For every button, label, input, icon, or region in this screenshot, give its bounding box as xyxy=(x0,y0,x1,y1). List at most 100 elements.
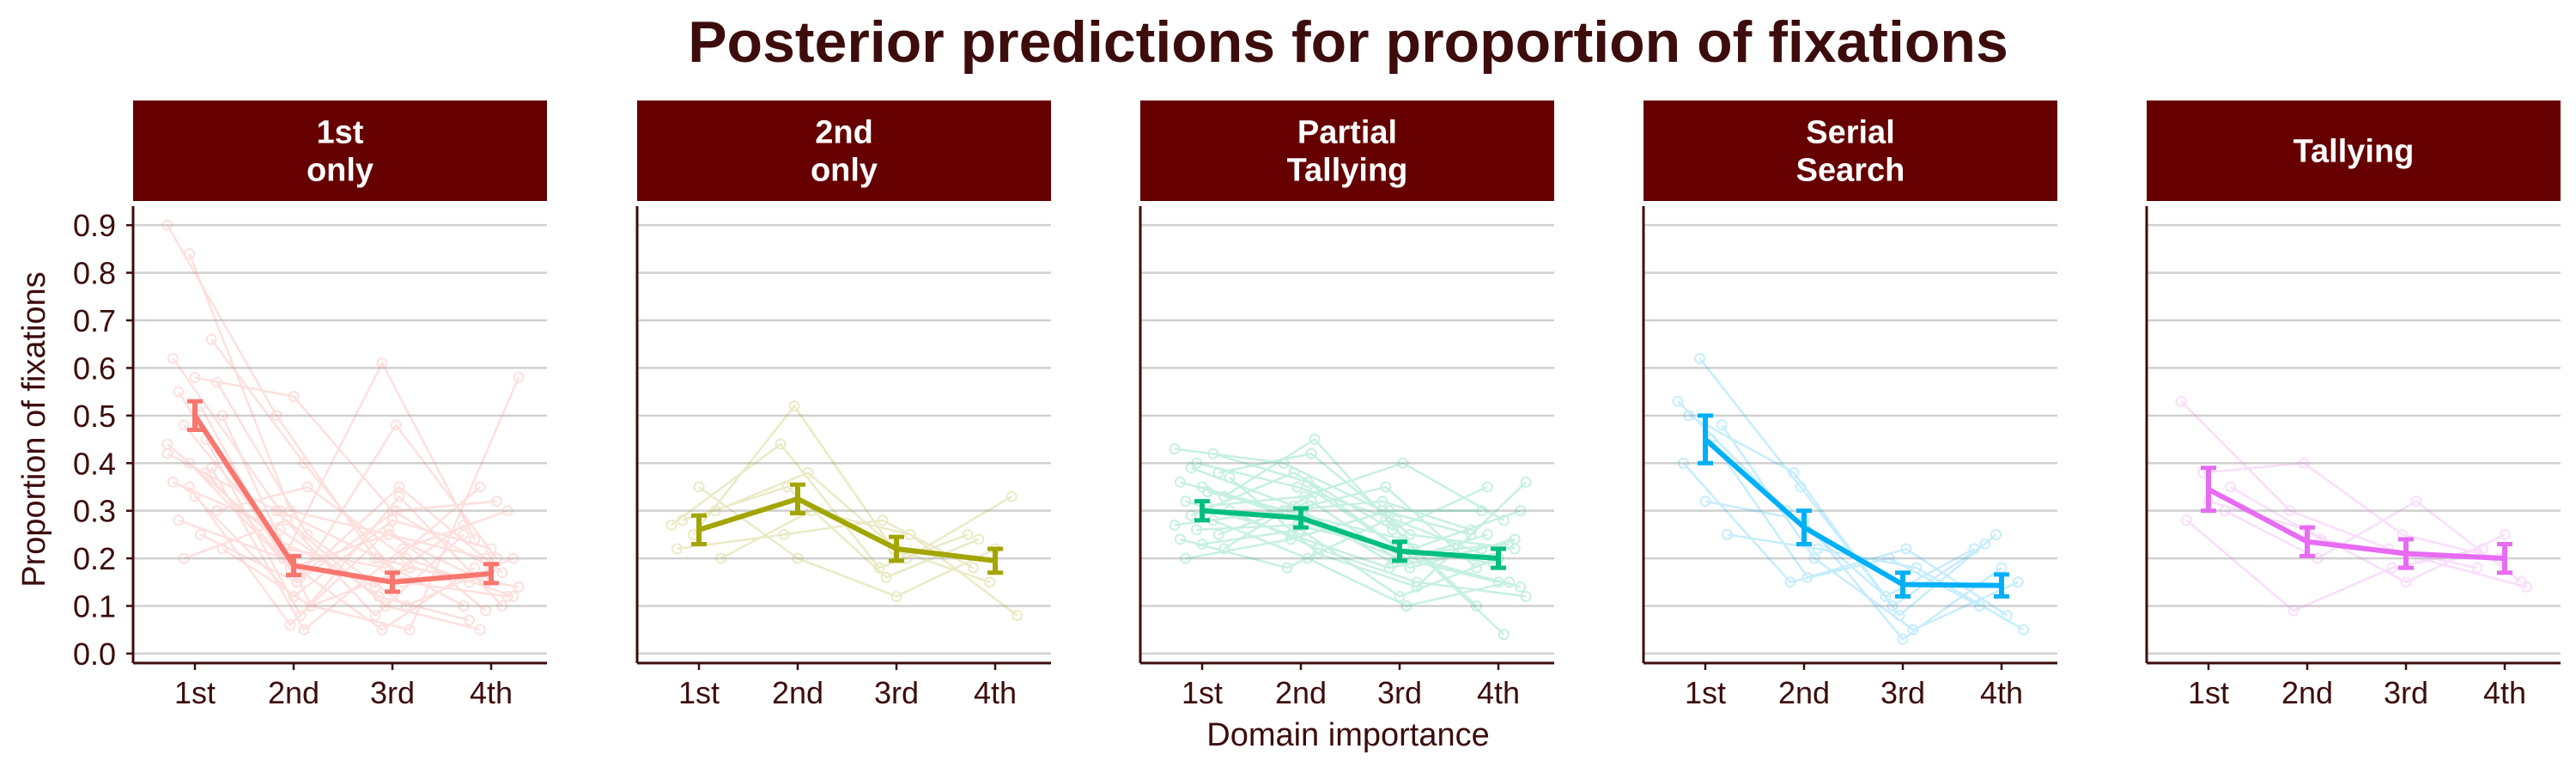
individual-point xyxy=(2499,528,2511,540)
individual-point xyxy=(1404,562,1416,574)
facet-strip-label: Tallying xyxy=(1287,153,1408,189)
individual-point xyxy=(390,505,402,517)
individual-series-group xyxy=(161,219,525,636)
x-tick-label: 2nd xyxy=(2281,675,2333,710)
individual-point xyxy=(507,590,519,602)
individual-point xyxy=(2219,505,2231,517)
individual-line xyxy=(194,496,492,599)
individual-point xyxy=(1288,466,1300,478)
individual-point xyxy=(485,543,497,555)
individual-point xyxy=(1383,562,1395,574)
individual-point xyxy=(386,505,398,517)
individual-point xyxy=(1411,576,1423,588)
individual-point xyxy=(1312,548,1324,560)
individual-line xyxy=(178,519,476,631)
individual-point xyxy=(383,528,395,540)
individual-point xyxy=(1180,552,1192,564)
individual-point xyxy=(270,410,283,422)
individual-point xyxy=(1795,481,1807,493)
x-tick-label: 1st xyxy=(2188,675,2229,710)
individual-point xyxy=(1400,600,1413,612)
individual-line xyxy=(698,485,996,598)
individual-point xyxy=(1481,481,1493,493)
individual-point xyxy=(1672,395,1684,407)
individual-line xyxy=(1721,424,2019,631)
y-tick-label: 0.3 xyxy=(73,494,116,529)
individual-line xyxy=(221,377,520,631)
individual-point xyxy=(184,481,196,493)
individual-point xyxy=(373,590,385,602)
y-tick-label: 0.4 xyxy=(73,446,116,481)
individual-point xyxy=(393,490,405,502)
individual-point xyxy=(1218,490,1230,502)
x-tick-label: 1st xyxy=(174,675,216,710)
individual-point xyxy=(1520,590,1532,602)
individual-point xyxy=(400,552,412,564)
individual-point xyxy=(189,490,201,502)
facet-panel-5: Tallying 1st 2nd 3rd 4th xyxy=(2145,100,2561,710)
individual-point xyxy=(778,528,790,540)
individual-line xyxy=(1185,500,1483,569)
individual-point xyxy=(501,505,513,517)
individual-point xyxy=(1212,466,1224,478)
individual-point xyxy=(513,372,525,383)
individual-point xyxy=(274,524,286,536)
individual-point xyxy=(1677,457,1689,469)
individual-point xyxy=(305,600,317,612)
individual-point xyxy=(1812,543,1824,555)
individual-series-group xyxy=(1169,434,1532,641)
individual-point xyxy=(1716,419,1728,431)
individual-point xyxy=(1312,543,1324,555)
individual-line xyxy=(692,404,991,583)
individual-point xyxy=(1387,557,1399,569)
individual-point xyxy=(984,576,996,588)
individual-line xyxy=(183,519,481,631)
individual-point xyxy=(376,357,388,369)
individual-point xyxy=(1285,528,1297,540)
x-tick-label: 3rd xyxy=(370,675,415,710)
individual-line xyxy=(1180,519,1478,607)
individual-point xyxy=(458,519,470,531)
individual-point xyxy=(474,481,486,493)
individual-point xyxy=(1185,462,1197,474)
individual-point xyxy=(474,624,486,636)
y-tick-label: 0.5 xyxy=(73,399,116,434)
individual-point xyxy=(513,581,525,593)
individual-point xyxy=(1470,562,1482,574)
individual-point xyxy=(161,219,173,231)
x-tick-label: 3rd xyxy=(1880,675,1925,710)
x-tick-label: 2nd xyxy=(1275,675,1327,710)
individual-point xyxy=(715,552,727,564)
individual-line xyxy=(1688,414,1986,608)
individual-line xyxy=(1174,447,1472,536)
individual-line xyxy=(167,453,465,618)
x-tick-label: 4th xyxy=(1980,675,2023,710)
individual-point xyxy=(178,419,190,431)
individual-point xyxy=(962,528,974,540)
individual-point xyxy=(1990,528,2002,540)
individual-point xyxy=(383,528,395,540)
individual-point xyxy=(1515,505,1527,517)
individual-point xyxy=(380,600,392,612)
y-tick-label: 0.1 xyxy=(73,589,116,624)
individual-point xyxy=(1498,629,1510,641)
individual-line xyxy=(194,376,492,569)
x-tick-label: 4th xyxy=(2483,675,2526,710)
y-tick-label: 0.2 xyxy=(73,541,116,576)
individual-point xyxy=(376,624,388,636)
individual-point xyxy=(1212,528,1224,540)
individual-line xyxy=(172,357,470,584)
individual-point xyxy=(1504,538,1516,550)
individual-point xyxy=(291,576,303,588)
individual-point xyxy=(1968,543,1980,555)
individual-line xyxy=(2185,519,2483,612)
x-tick-label: 3rd xyxy=(874,675,919,710)
individual-line xyxy=(188,486,487,627)
individual-point xyxy=(1224,472,1236,484)
individual-point xyxy=(1278,457,1290,469)
x-tick-label: 2nd xyxy=(268,675,319,710)
individual-point xyxy=(369,581,381,593)
individual-point xyxy=(693,481,705,493)
individual-point xyxy=(1390,514,1402,526)
